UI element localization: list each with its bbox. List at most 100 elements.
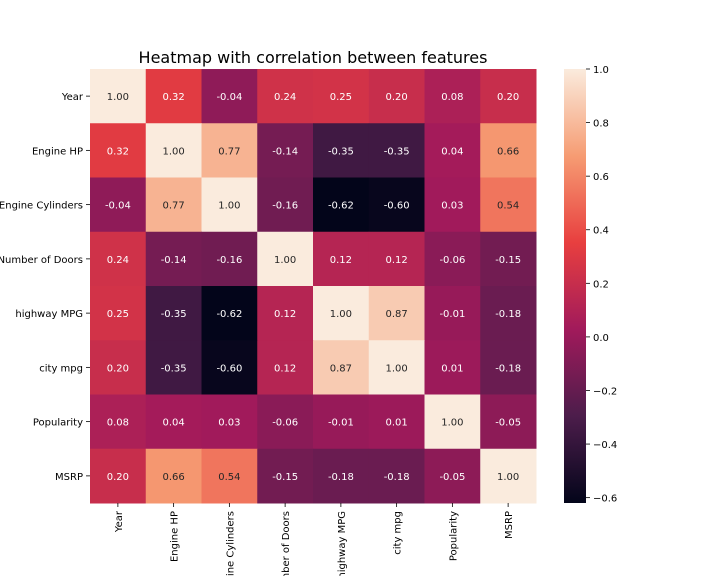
- cell-value-label: 0.12: [330, 255, 352, 266]
- x-tick-label: Year: [114, 510, 125, 533]
- cell-value-label: -0.16: [272, 201, 298, 212]
- cell-value-label: 0.01: [441, 363, 463, 374]
- y-tick-label: Engine Cylinders: [0, 201, 83, 212]
- heatmap-cell: [257, 286, 314, 341]
- cell-value-label: -0.60: [384, 201, 410, 212]
- cell-value-label: 0.08: [107, 418, 129, 429]
- cell-value-label: -0.62: [328, 201, 354, 212]
- heatmap-cell: [90, 177, 147, 233]
- heatmap-cell: [90, 340, 147, 395]
- heatmap-cell: [424, 123, 481, 178]
- cell-value-label: 0.32: [162, 92, 184, 103]
- heatmap-cell: [90, 448, 147, 504]
- heatmap-cell: [145, 177, 202, 233]
- cell-value-label: -0.60: [216, 363, 242, 374]
- heatmap-cell: [257, 231, 314, 287]
- heatmap-cell: [368, 394, 425, 450]
- heatmap-cell: [90, 231, 147, 287]
- cell-value-label: 0.66: [162, 472, 184, 483]
- colorbar-tick-label: 0.2: [593, 279, 609, 290]
- colorbar: 1.0 0.8 0.6 0.4 0.2 0.0 −0.2 −0.4 −0.6: [564, 65, 617, 505]
- cell-value-label: 0.20: [107, 363, 129, 374]
- cell-value-label: 0.03: [441, 201, 463, 212]
- cell-value-label: 0.54: [218, 472, 240, 483]
- cell-value-label: -0.04: [105, 201, 131, 212]
- cell-value-label: -0.15: [495, 255, 521, 266]
- heatmap-cell: [313, 448, 370, 504]
- colorbar-tick-label: 0.6: [593, 172, 609, 183]
- heatmap-cell: [424, 340, 481, 395]
- x-tick-label: Popularity: [448, 511, 459, 561]
- cell-value-label: -0.18: [328, 472, 354, 483]
- chart-title: Heatmap with correlation between feature…: [139, 48, 488, 67]
- heatmap-cell: [257, 340, 314, 395]
- heatmap-cell-labels: 1.00 0.32 -0.04 0.24 0.25 0.20 0.08 0.20 0.32 1.0…: [105, 92, 521, 483]
- colorbar-tick-label: −0.2: [593, 386, 617, 397]
- cell-value-label: 0.01: [385, 418, 407, 429]
- cell-value-label: 0.24: [107, 255, 129, 266]
- heatmap-cell: [424, 231, 481, 287]
- colorbar-tick-label: 1.0: [593, 65, 609, 76]
- colorbar-gradient: [564, 69, 586, 503]
- cell-value-label: 0.77: [162, 201, 184, 212]
- cell-value-label: -0.18: [384, 472, 410, 483]
- cell-value-label: -0.18: [495, 309, 521, 320]
- heatmap-cell: [480, 123, 537, 178]
- cell-value-label: -0.35: [328, 146, 354, 157]
- heatmap-cell: [480, 231, 537, 287]
- y-tick-label: Engine HP: [32, 146, 83, 157]
- heatmap-cell: [145, 231, 202, 287]
- heatmap-cell: [90, 123, 147, 178]
- heatmap-cell: [201, 286, 258, 341]
- heatmap-cell: [368, 448, 425, 504]
- heatmap-cell: [424, 69, 481, 124]
- cell-value-label: 0.12: [385, 255, 407, 266]
- cell-value-label: 0.12: [274, 363, 296, 374]
- heatmap-cell: [424, 286, 481, 341]
- heatmap-cell: [145, 123, 202, 178]
- heatmap-cell: [201, 340, 258, 395]
- x-tick-label: Engine Cylinders: [225, 511, 236, 576]
- x-tick-label: highway MPG: [337, 511, 348, 576]
- cell-value-label: -0.18: [495, 363, 521, 374]
- heatmap-cell: [145, 340, 202, 395]
- cell-value-label: 0.54: [497, 201, 519, 212]
- colorbar-tick-label: −0.6: [593, 494, 617, 505]
- heatmap-cell: [145, 286, 202, 341]
- cell-value-label: 0.66: [497, 146, 519, 157]
- heatmap-cell: [90, 286, 147, 341]
- cell-value-label: -0.05: [439, 472, 465, 483]
- heatmap-cell: [201, 177, 258, 233]
- heatmap-cell: [145, 69, 202, 124]
- cell-value-label: 1.00: [107, 92, 129, 103]
- heatmap-cell: [424, 394, 481, 450]
- y-tick-label: city mpg: [39, 363, 83, 374]
- cell-value-label: -0.14: [272, 146, 298, 157]
- colorbar-tick-label: −0.4: [593, 440, 617, 451]
- heatmap-cell: [257, 177, 314, 233]
- cell-value-label: -0.01: [328, 418, 354, 429]
- y-axis: Year Engine HP Engine Cylinders Number of D…: [0, 92, 90, 483]
- cell-value-label: -0.04: [216, 92, 242, 103]
- heatmap-cell: [313, 177, 370, 233]
- cell-value-label: 1.00: [218, 201, 240, 212]
- y-tick-label: Year: [61, 92, 84, 103]
- cell-value-label: 0.25: [107, 309, 129, 320]
- cell-value-label: 1.00: [441, 418, 463, 429]
- heatmap-cell: [368, 69, 425, 124]
- cell-value-label: 0.04: [162, 418, 184, 429]
- cell-value-label: 0.08: [441, 92, 463, 103]
- cell-value-label: 0.20: [107, 472, 129, 483]
- heatmap-cell: [480, 340, 537, 395]
- cell-value-label: -0.35: [161, 309, 187, 320]
- heatmap-cell: [313, 394, 370, 450]
- colorbar-tick-label: 0.8: [593, 119, 609, 130]
- heatmap-cell: [368, 123, 425, 178]
- x-axis: Year Engine HP Engine Cylinders Number of D…: [114, 503, 515, 581]
- heatmap-cell: [313, 69, 370, 124]
- heatmap-cell: [313, 340, 370, 395]
- cell-value-label: 0.24: [274, 92, 296, 103]
- x-tick-label: city mpg: [393, 511, 404, 555]
- cell-value-label: 0.20: [497, 92, 519, 103]
